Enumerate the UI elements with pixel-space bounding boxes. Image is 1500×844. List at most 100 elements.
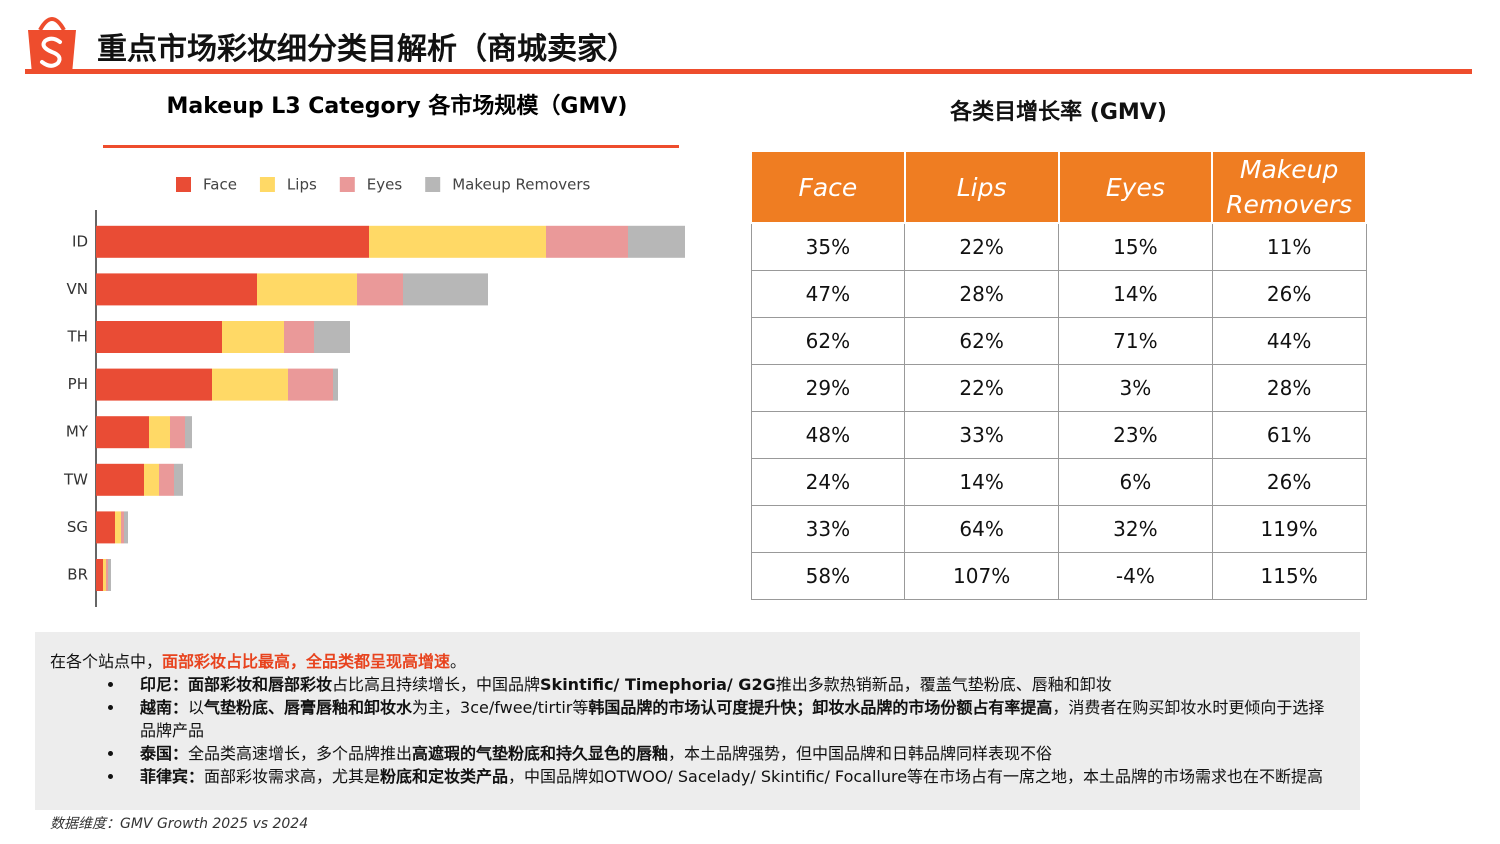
y-tick-label: MY — [66, 423, 89, 441]
bar-segment — [96, 273, 257, 306]
table-cell: 28% — [1211, 364, 1367, 412]
slide-title: 重点市场彩妆细分类目解析（商城卖家） — [97, 32, 637, 67]
bar-segment — [159, 463, 174, 496]
note-text: 越南： — [140, 698, 189, 717]
table-row: 35% 22% 15% 11% — [750, 222, 1367, 271]
table-row: 33% 64% 32% 119% — [750, 505, 1367, 553]
y-tick-label: SG — [67, 518, 88, 536]
y-tick-label: ID — [72, 232, 88, 250]
note-text: 全品类高速增长，多个品牌推出 — [188, 744, 413, 763]
chart-title: Makeup L3 Category 各市场规模（GMV) — [167, 93, 628, 119]
note-text: 气垫粉底、唇膏唇釉和卸妆水 — [204, 698, 413, 717]
table-cell: 22% — [904, 222, 1059, 271]
table-cell: 26% — [1211, 458, 1367, 506]
table-row: 24% 14% 6% 26% — [750, 458, 1367, 506]
table-cell: 58% — [750, 552, 906, 600]
bar-segment — [108, 559, 111, 591]
bar-segment — [96, 225, 369, 258]
chart-title-rule — [103, 145, 679, 148]
table-cell: 15% — [1058, 222, 1213, 271]
table-row: 48% 33% 23% 61% — [750, 411, 1367, 459]
bar-segment — [96, 321, 222, 353]
column-header: Eyes — [1057, 150, 1214, 224]
bar-segment — [149, 416, 170, 449]
table-header-row: Face Lips Eyes Makeup Removers — [750, 150, 1367, 224]
table-cell: 33% — [904, 411, 1059, 459]
growth-table: Face Lips Eyes Makeup Removers 35% 22% 15% 11% 4… — [750, 150, 1367, 600]
header-rule — [25, 69, 1472, 74]
table-row: 58% 107% -4% 115% — [750, 552, 1367, 600]
note-text: 粉底和定妆类产品 — [380, 767, 509, 786]
column-header: Face — [750, 150, 906, 224]
note-text: 菲律宾： — [140, 767, 205, 786]
note-text: 韩国品牌的市场认可度提升快；卸妆水品牌的市场份额占有率提高 — [588, 698, 1053, 717]
bar-segment — [121, 511, 124, 544]
bar-segment — [288, 368, 333, 401]
table-row: 29% 22% 3% 28% — [750, 364, 1367, 412]
bar-segment — [369, 225, 546, 258]
note-text: 在各个站点中， — [50, 652, 163, 671]
bar-segment — [628, 225, 685, 258]
bar-segment — [222, 321, 284, 353]
note-text: 高遮瑕的气垫粉底和持久显色的唇釉 — [412, 744, 669, 763]
notes-box: 在各个站点中，面部彩妆占比最高，全品类都呈现高增速。印尼：面部彩妆和唇部彩妆占比… — [35, 632, 1360, 810]
table-cell: 23% — [1058, 411, 1213, 459]
note-text: 。 — [450, 652, 467, 671]
bar-segment — [96, 416, 149, 449]
table-cell: 26% — [1211, 270, 1367, 318]
legend-swatch — [176, 177, 191, 192]
note-bullet: 泰国：全品类高速增长，多个品牌推出高遮瑕的气垫粉底和持久显色的唇釉，本土品牌强势… — [125, 742, 1340, 765]
note-text: 印尼：面部彩妆和唇部彩妆 — [140, 675, 333, 694]
table-cell: -4% — [1058, 552, 1213, 600]
table-cell: 71% — [1058, 317, 1213, 365]
table-cell: 33% — [750, 505, 906, 553]
bar-segment — [185, 416, 192, 449]
logo — [28, 17, 76, 74]
table-title: 各类目增长率 (GMV) — [950, 100, 1167, 125]
note-text: 泰国： — [140, 744, 189, 763]
note-text: ，消费者在购买卸妆水时更倾向于选择品牌产品 — [140, 698, 1325, 740]
note-text: ，本土品牌强势，但中国品牌和日韩品牌同样表现不俗 — [668, 744, 1053, 763]
table-cell: 32% — [1058, 505, 1213, 553]
table-cell: 14% — [904, 458, 1059, 506]
table-cell: 47% — [750, 270, 906, 318]
table-cell: 48% — [750, 411, 906, 459]
table-cell: 61% — [1211, 411, 1367, 459]
note-text: 面部彩妆占比最高，全品类都呈现高增速 — [162, 652, 451, 671]
table-cell: 115% — [1211, 552, 1367, 600]
legend-label: Face — [203, 176, 237, 194]
bar-segment — [212, 368, 288, 401]
bar-segment — [96, 368, 212, 401]
table-cell: 3% — [1058, 364, 1213, 412]
table-cell: 119% — [1211, 505, 1367, 553]
column-header: Lips — [903, 150, 1060, 224]
table-cell: 6% — [1058, 458, 1213, 506]
table-cell: 62% — [904, 317, 1059, 365]
note-text: Skintific/ Timephoria/ G2G — [540, 675, 776, 694]
bar-segment — [170, 416, 185, 449]
bar-segment — [546, 225, 628, 258]
bar-segment — [284, 321, 314, 353]
note-text: 面部彩妆需求高，尤其是 — [204, 767, 381, 786]
table-cell: 29% — [750, 364, 906, 412]
legend-label: Eyes — [367, 176, 403, 194]
note-text: 为主，3ce/fwee/tirtir等 — [412, 698, 589, 717]
bar-segment — [124, 511, 128, 544]
bar-segment — [115, 511, 121, 544]
y-tick-label: TH — [67, 328, 88, 346]
bar-segment — [257, 273, 357, 306]
note-intro: 在各个站点中，面部彩妆占比最高，全品类都呈现高增速。 — [50, 650, 1340, 673]
table-cell: 62% — [750, 317, 906, 365]
note-text: 占比高且持续增长，中国品牌 — [332, 675, 541, 694]
bar-segment — [96, 463, 144, 496]
legend-label: Makeup Removers — [452, 176, 590, 194]
table-cell: 28% — [904, 270, 1059, 318]
bar-segment — [103, 559, 106, 591]
footnote: 数据维度：GMV Growth 2025 vs 2024 — [50, 816, 309, 832]
table-cell: 24% — [750, 458, 906, 506]
y-tick-label: PH — [68, 375, 88, 393]
table-cell: 35% — [750, 222, 906, 271]
bar-segment — [96, 559, 103, 591]
column-header: Makeup Removers — [1211, 150, 1367, 224]
table-cell: 107% — [904, 552, 1059, 600]
